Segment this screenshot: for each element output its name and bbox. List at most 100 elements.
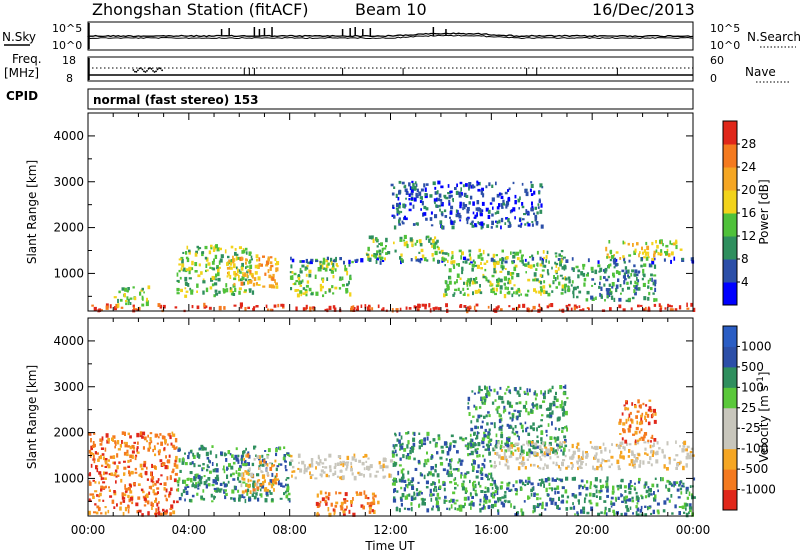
range-cell [287, 452, 290, 456]
range-cell [648, 263, 651, 268]
range-cell [168, 432, 171, 437]
range-cell [159, 304, 162, 309]
range-cell [410, 258, 413, 262]
range-cell [188, 249, 191, 253]
range-cell [433, 307, 435, 311]
range-cell [432, 493, 435, 497]
range-cell [487, 305, 490, 309]
range-cell [558, 308, 561, 311]
range-cell [460, 472, 463, 476]
range-cell [104, 465, 107, 468]
range-cell [567, 465, 570, 468]
range-cell [255, 305, 259, 308]
range-cell [573, 304, 577, 307]
range-cell [650, 273, 653, 277]
range-cell [393, 480, 396, 483]
range-cell [465, 490, 468, 493]
range-cell [102, 477, 105, 480]
range-cell [210, 247, 213, 250]
range-cell [562, 441, 564, 444]
range-cell [582, 506, 586, 511]
range-cell [334, 470, 337, 475]
range-cell [525, 408, 528, 413]
range-cell [539, 404, 543, 409]
range-cell [272, 481, 275, 485]
range-cell [515, 306, 519, 310]
range-cell [269, 492, 273, 495]
range-cell [590, 266, 594, 271]
range-cell [392, 479, 395, 482]
range-cell [571, 280, 574, 284]
range-cell [489, 281, 492, 286]
range-cell [244, 278, 248, 282]
range-cell [251, 462, 255, 467]
range-cell [630, 485, 634, 487]
range-cell [464, 260, 468, 264]
range-cell [580, 461, 583, 466]
range-cell [324, 458, 327, 462]
range-cell [555, 405, 559, 409]
range-cell [582, 308, 585, 312]
range-cell [127, 432, 130, 436]
range-cell [202, 497, 206, 501]
range-cell [407, 478, 410, 482]
range-cell [272, 273, 275, 278]
range-cell [487, 209, 491, 214]
range-cell [202, 290, 205, 295]
range-cell [220, 488, 223, 491]
range-cell [607, 256, 611, 259]
range-cell [686, 307, 690, 310]
range-cell [322, 278, 324, 283]
range-cell [436, 473, 440, 478]
range-cell [449, 463, 452, 466]
range-cell [466, 209, 470, 214]
range-cell [498, 441, 500, 445]
range-cell [507, 281, 510, 285]
range-cell [520, 424, 524, 429]
range-cell [518, 461, 522, 465]
range-cell [549, 436, 553, 440]
range-cell [456, 450, 459, 454]
range-cell [140, 488, 144, 492]
range-cell [182, 251, 185, 254]
range-cell [240, 281, 244, 286]
range-cell [227, 480, 230, 484]
range-cell [216, 463, 218, 467]
range-cell [177, 448, 181, 452]
range-cell [524, 293, 528, 297]
range-cell [633, 488, 637, 491]
range-cell [269, 308, 273, 312]
range-cell [413, 491, 416, 496]
range-cell [280, 303, 284, 307]
range-cell [483, 399, 487, 403]
range-cell [423, 502, 426, 506]
range-cell [333, 512, 336, 516]
range-cell [564, 426, 567, 429]
range-cell [459, 504, 463, 508]
range-cell [243, 459, 247, 464]
range-cell [341, 475, 345, 480]
range-cell [99, 454, 102, 460]
range-cell [242, 472, 245, 477]
colorbar-tick-label: 500 [741, 360, 764, 374]
range-cell [549, 414, 553, 418]
range-cell [553, 403, 556, 407]
range-cell [265, 264, 269, 267]
range-cell [235, 253, 239, 256]
range-cell [160, 512, 163, 517]
range-cell [137, 496, 141, 500]
range-cell [380, 242, 383, 247]
range-cell [542, 289, 546, 295]
range-cell [553, 395, 557, 401]
range-cell [163, 487, 166, 491]
range-cell [182, 269, 185, 272]
range-cell [638, 477, 641, 482]
range-cell [491, 477, 494, 482]
range-cell [539, 256, 542, 261]
range-cell [497, 282, 500, 287]
range-cell [174, 472, 178, 476]
range-cell [331, 270, 334, 274]
range-cell [328, 512, 332, 517]
range-cell [540, 390, 542, 395]
